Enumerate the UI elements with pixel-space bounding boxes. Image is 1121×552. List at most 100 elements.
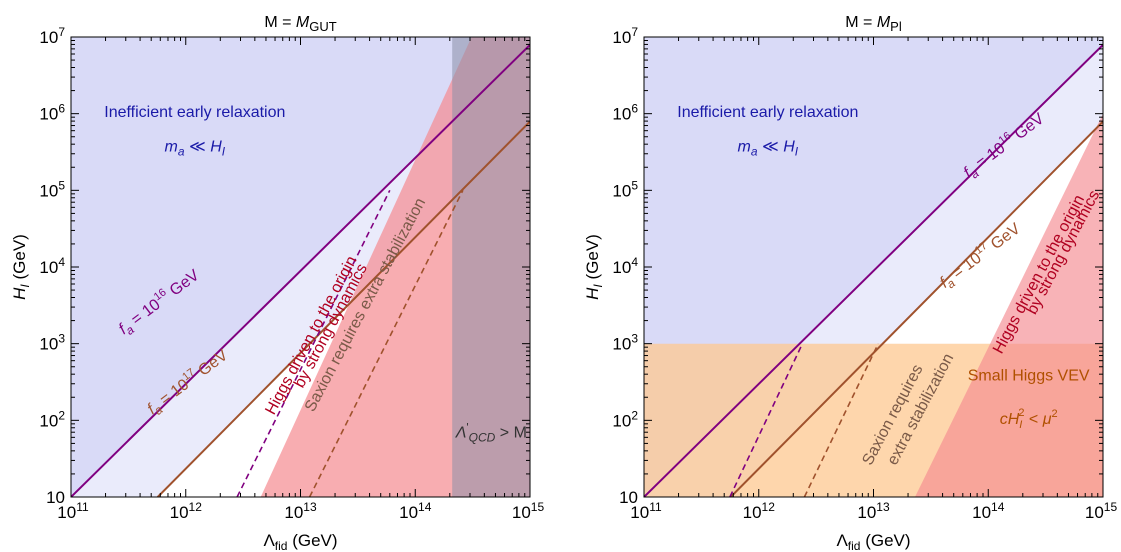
annotation-symbol-2: H (783, 139, 795, 156)
annotation-subscript-2: I (795, 145, 799, 159)
tick-base: 10 (972, 503, 991, 522)
annotation-middle: ≪ (758, 139, 784, 156)
x-tick-label: 1014 (972, 500, 1005, 522)
xlabel-symbol: Λ (263, 531, 275, 550)
xlabel-subscript: fid (275, 539, 288, 552)
tick-exponent: 2 (631, 408, 638, 422)
annotation-superscript: 17 (973, 240, 990, 257)
tick-exponent: 15 (531, 500, 545, 514)
annotation-text: Small Higgs VEV (968, 368, 1090, 385)
ylabel-subscript: I (591, 284, 605, 288)
tick-exponent: 5 (58, 178, 65, 192)
tick-exponent: 7 (631, 25, 638, 39)
tick-base: 10 (630, 503, 649, 522)
tick-exponent: 15 (1104, 500, 1118, 514)
title-prefix: M = (264, 14, 296, 31)
tick-exponent: 11 (76, 500, 89, 514)
chart-panel-planck: 1011 1012 1013 1014 101510102103104105106107… (583, 14, 1117, 552)
tick-base: 10 (612, 411, 631, 430)
y-tick-label: 107 (612, 25, 638, 47)
x-axis-title: Λfid (GeV) (263, 531, 337, 552)
y-tick-label: 102 (612, 408, 638, 430)
tick-exponent: 12 (762, 500, 776, 514)
tick-exponent: 14 (991, 500, 1005, 514)
annotation-symbol-2: H (210, 139, 222, 156)
series-line-0 (71, 44, 530, 497)
ylabel-symbol: H (10, 287, 29, 300)
annotation-subscript-2: I (222, 145, 226, 159)
tick-base: 10 (39, 105, 58, 124)
y-tick-label: 106 (39, 102, 65, 124)
lines-group (71, 44, 530, 497)
annotation-0: Inefficient early relaxation (677, 104, 858, 121)
tick-base: 10 (39, 411, 58, 430)
annotation-symbol-2: μ (1042, 411, 1052, 428)
x-tick-label: 1011 (57, 500, 89, 522)
tick-base: 10 (857, 503, 876, 522)
region-3 (915, 113, 1103, 497)
lines-group (644, 44, 1103, 497)
xlabel-subscript: fid (848, 539, 861, 552)
title-symbol: M (296, 14, 310, 31)
xlabel-suffix: (GeV) (287, 531, 337, 550)
tick-base: 10 (39, 258, 58, 277)
annotation-end: > M (495, 424, 527, 441)
ylabel-suffix: (GeV) (10, 234, 29, 284)
y-tick-label: 103 (39, 332, 65, 354)
xlabel-symbol: Λ (836, 531, 848, 550)
tick-exponent: 11 (649, 500, 662, 514)
tick-base: 10 (39, 28, 58, 47)
ylabel-subscript: I (18, 284, 32, 288)
tick-base: 10 (170, 503, 189, 522)
tick-exponent: 4 (58, 255, 65, 269)
title-subscript: GUT (309, 19, 337, 34)
annotation-prime: ' (466, 420, 468, 434)
annotation-subscript: a (751, 145, 758, 159)
tick-base: 10 (612, 105, 631, 124)
y-axis-title: HI (GeV) (583, 234, 605, 300)
annotation-subscript: a (178, 145, 185, 159)
title-subscript: Pl (890, 19, 902, 34)
tick-base: 10 (46, 488, 65, 507)
annotation-1: ma ≪ HI (165, 139, 226, 159)
tick-exponent: 13 (303, 500, 317, 514)
chart-title: M = MGUT (264, 14, 336, 34)
annotation-symbol: m (738, 139, 751, 156)
tick-base: 10 (612, 181, 631, 200)
x-tick-label: 1013 (857, 500, 890, 522)
y-tick-label: 105 (612, 178, 638, 200)
series-line-3 (308, 189, 464, 497)
annotation-text: Inefficient early relaxation (677, 104, 858, 121)
y-tick-label: 10 (46, 488, 65, 507)
series-line-1 (729, 120, 1103, 497)
annotation-1: ma ≪ HI (738, 139, 799, 159)
tick-base: 10 (512, 503, 531, 522)
annotation-symbol: cH (1000, 411, 1020, 428)
tick-base: 10 (612, 28, 631, 47)
tick-base: 10 (284, 503, 303, 522)
tick-exponent: 4 (631, 255, 638, 269)
annotation-subscript: I (1019, 419, 1022, 431)
x-tick-label: 1015 (1085, 500, 1118, 522)
annotation-symbol: Λ (455, 424, 467, 441)
tick-exponent: 3 (58, 332, 65, 346)
annotation-symbol: m (165, 139, 178, 156)
title-prefix: M = (845, 14, 877, 31)
y-tick-label: 103 (612, 332, 638, 354)
annotation-superscript: 16 (997, 130, 1014, 147)
series-line-0 (644, 44, 1103, 497)
y-tick-label: 102 (39, 408, 65, 430)
x-tick-label: 1012 (743, 500, 776, 522)
x-tick-label: 1011 (630, 500, 662, 522)
y-axis-title: HI (GeV) (10, 234, 32, 300)
annotation-0: Inefficient early relaxation (104, 104, 285, 121)
annotation-superscript-2: 2 (1051, 408, 1057, 420)
annotation-8: Small Higgs VEV (968, 368, 1090, 385)
region-0 (71, 37, 530, 497)
tick-exponent: 6 (631, 102, 638, 116)
annotation-text: Inefficient early relaxation (104, 104, 285, 121)
y-tick-label: 104 (612, 255, 638, 277)
x-tick-label: 1015 (512, 500, 545, 522)
annotation-subscript: QCD (469, 430, 496, 444)
